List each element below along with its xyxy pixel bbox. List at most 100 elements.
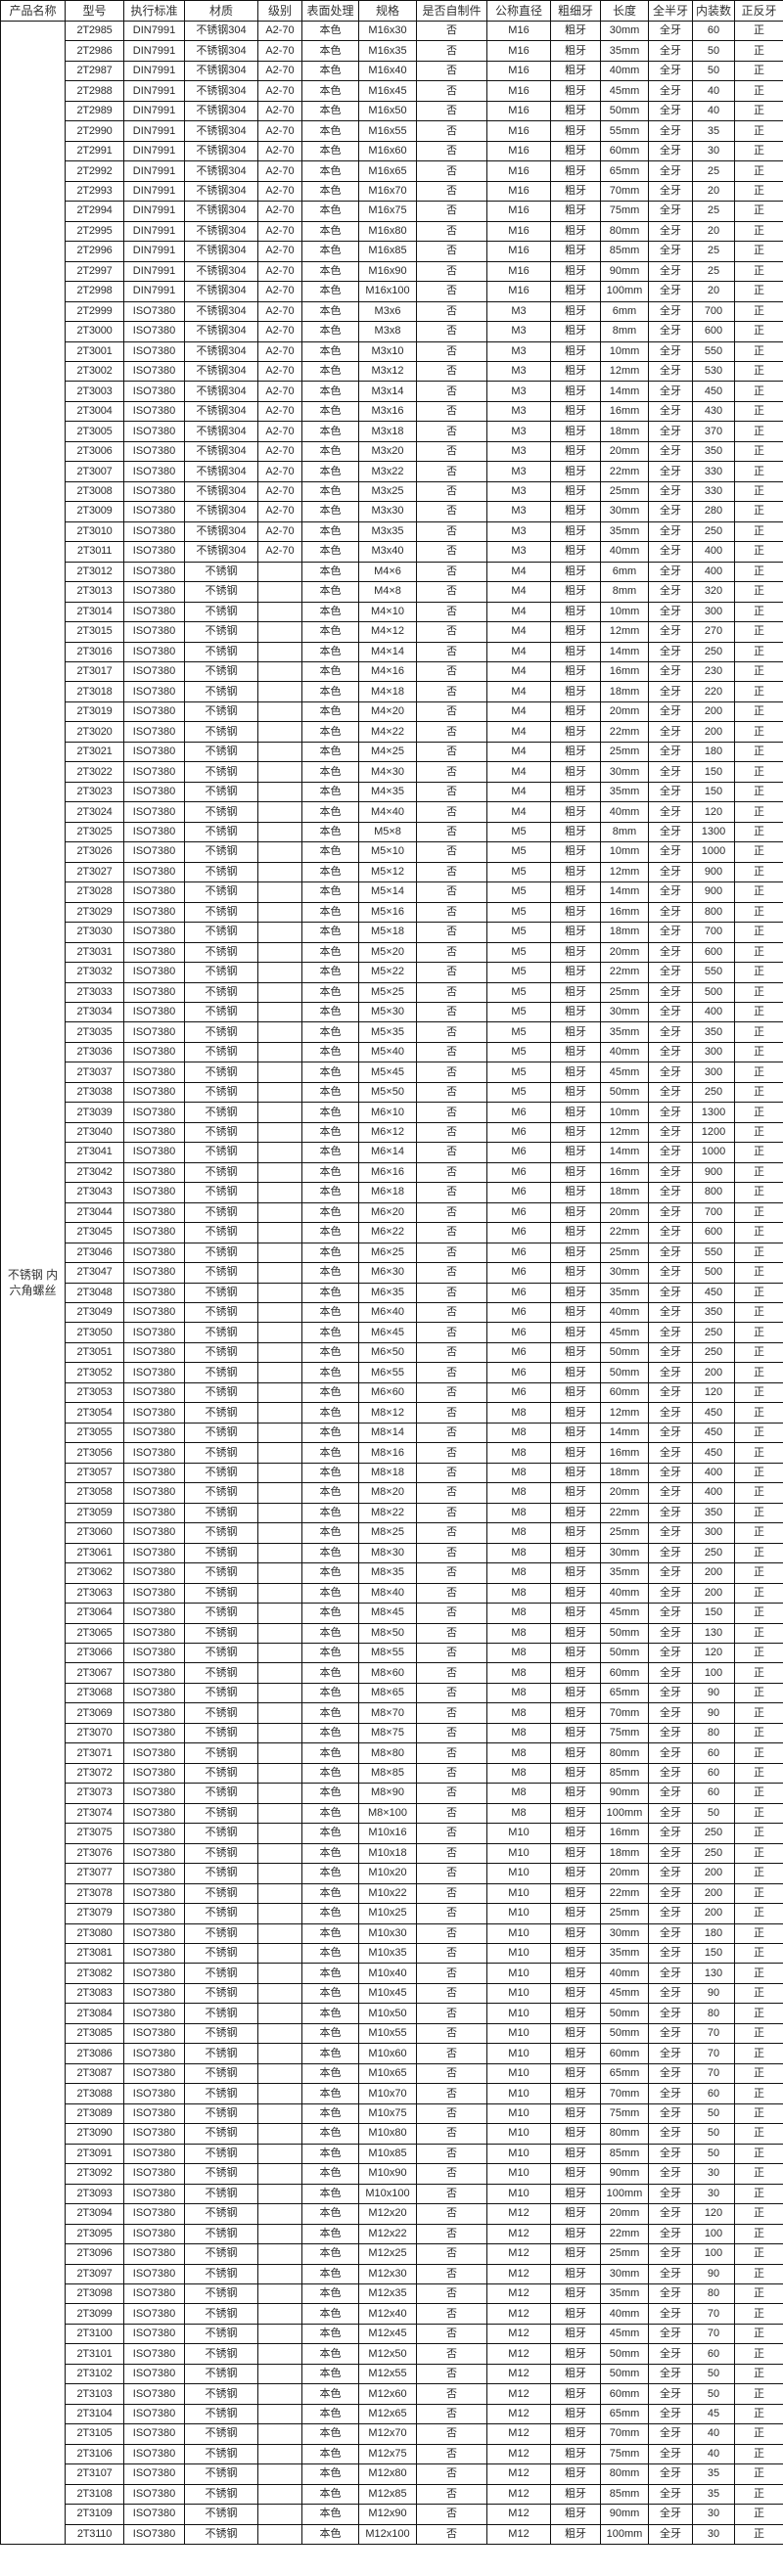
cell-thread-direction: 正 <box>734 60 783 82</box>
cell-nominal-diameter: M10 <box>486 2022 551 2045</box>
cell-self-made: 否 <box>416 1722 487 1744</box>
cell-length: 75mm <box>600 1722 649 1744</box>
cell-surface: 本色 <box>301 1041 359 1063</box>
cell-pack-quantity: 25 <box>692 241 735 262</box>
cell-pack-quantity: 400 <box>692 1482 735 1504</box>
cell-model: 2T2996 <box>65 241 124 262</box>
cell-standard: ISO7380 <box>123 2223 185 2245</box>
cell-pack-quantity: 500 <box>692 981 735 1003</box>
table-header-row: 产品名称 型号 执行标准 材质 级别 表面处理 规格 是否自制件 公称直径 粗细… <box>0 0 783 22</box>
cell-surface: 本色 <box>301 20 359 42</box>
table-row: 2T3109 ISO7380 不锈钢 本色 M12x90 否 M12 粗牙 90mm 全牙 30 正 <box>1 2504 783 2525</box>
cell-self-made: 否 <box>416 321 487 342</box>
cell-thread-coverage: 全牙 <box>648 781 693 803</box>
cell-model: 2T3004 <box>65 400 124 423</box>
cell-spec: M16x35 <box>358 40 417 62</box>
cell-spec: M3x25 <box>358 480 417 503</box>
cell-pack-quantity: 25 <box>692 201 735 222</box>
cell-self-made: 否 <box>416 1622 487 1644</box>
cell-spec: M16x55 <box>358 120 417 142</box>
cell-thread-coverage: 全牙 <box>648 2083 693 2104</box>
cell-grade <box>257 581 302 603</box>
cell-surface: 本色 <box>301 1121 359 1144</box>
cell-grade: A2-70 <box>257 421 302 442</box>
cell-self-made: 否 <box>416 1161 487 1184</box>
cell-thread-direction: 正 <box>734 922 783 943</box>
cell-spec: M16x65 <box>358 160 417 182</box>
cell-thread-pitch: 粗牙 <box>550 981 601 1003</box>
cell-material: 不锈钢304 <box>184 541 258 563</box>
cell-model: 2T3085 <box>65 2022 124 2045</box>
cell-model: 2T3008 <box>65 480 124 503</box>
cell-pack-quantity: 400 <box>692 1462 735 1484</box>
cell-standard: ISO7380 <box>123 1121 185 1144</box>
cell-length: 16mm <box>600 400 649 423</box>
cell-grade <box>257 1142 302 1163</box>
cell-thread-pitch: 粗牙 <box>550 2383 601 2405</box>
cell-self-made: 否 <box>416 1903 487 1924</box>
cell-material: 不锈钢 <box>184 1582 258 1604</box>
cell-self-made: 否 <box>416 1021 487 1043</box>
cell-length: 90mm <box>600 2504 649 2525</box>
cell-thread-direction: 正 <box>734 981 783 1003</box>
cell-pack-quantity: 20 <box>692 220 735 243</box>
cell-standard: ISO7380 <box>123 861 185 883</box>
cell-pack-quantity: 180 <box>692 741 735 763</box>
table-row: 2T3024 ISO7380 不锈钢 本色 M4×40 否 M4 粗牙 40mm 全牙 120 正 <box>1 801 783 823</box>
cell-surface: 本色 <box>301 1622 359 1644</box>
cell-thread-pitch: 粗牙 <box>550 1062 601 1083</box>
cell-thread-direction: 正 <box>734 1882 783 1905</box>
cell-spec: M5×40 <box>358 1041 417 1063</box>
cell-thread-coverage: 全牙 <box>648 300 693 323</box>
cell-model: 2T2987 <box>65 60 124 82</box>
cell-thread-pitch: 粗牙 <box>550 1762 601 1785</box>
cell-thread-direction: 正 <box>734 1462 783 1484</box>
cell-model: 2T3106 <box>65 2443 124 2465</box>
cell-spec: M5×20 <box>358 941 417 964</box>
cell-grade <box>257 1603 302 1624</box>
cell-thread-pitch: 粗牙 <box>550 520 601 543</box>
cell-pack-quantity: 1000 <box>692 1142 735 1163</box>
cell-thread-pitch: 粗牙 <box>550 1502 601 1524</box>
cell-standard: DIN7991 <box>123 140 185 162</box>
cell-thread-direction: 正 <box>734 201 783 222</box>
cell-thread-pitch: 粗牙 <box>550 180 601 203</box>
cell-self-made: 否 <box>416 1462 487 1484</box>
cell-nominal-diameter: M16 <box>486 80 551 102</box>
cell-self-made: 否 <box>416 2143 487 2165</box>
cell-thread-pitch: 粗牙 <box>550 400 601 423</box>
cell-length: 70mm <box>600 180 649 203</box>
cell-grade <box>257 2282 302 2305</box>
table-row: 2T3094 ISO7380 不锈钢 本色 M12x20 否 M12 粗牙 20mm 全牙 120 正 <box>1 2203 783 2225</box>
cell-standard: ISO7380 <box>123 1201 185 1224</box>
cell-spec: M16x50 <box>358 100 417 122</box>
cell-spec: M3x22 <box>358 461 417 482</box>
cell-model: 2T3045 <box>65 1222 124 1243</box>
cell-length: 6mm <box>600 561 649 583</box>
cell-length: 70mm <box>600 2423 649 2445</box>
cell-nominal-diameter: M10 <box>486 1842 551 1865</box>
cell-self-made: 否 <box>416 1662 487 1684</box>
cell-thread-pitch: 粗牙 <box>550 501 601 522</box>
cell-thread-coverage: 全牙 <box>648 461 693 482</box>
cell-thread-direction: 正 <box>734 421 783 442</box>
cell-thread-pitch: 粗牙 <box>550 201 601 222</box>
table-row: 2T3020 ISO7380 不锈钢 本色 M4×22 否 M4 粗牙 22mm 全牙 200 正 <box>1 721 783 743</box>
cell-pack-quantity: 450 <box>692 381 735 402</box>
cell-length: 10mm <box>600 1102 649 1123</box>
cell-length: 40mm <box>600 1582 649 1604</box>
cell-standard: ISO7380 <box>123 581 185 603</box>
cell-nominal-diameter: M16 <box>486 281 551 302</box>
cell-standard: ISO7380 <box>123 1963 185 1984</box>
cell-grade <box>257 2083 302 2104</box>
cell-surface: 本色 <box>301 561 359 583</box>
cell-self-made: 否 <box>416 821 487 843</box>
cell-material: 不锈钢 <box>184 1963 258 1984</box>
cell-surface: 本色 <box>301 741 359 763</box>
cell-model: 2T2994 <box>65 201 124 222</box>
cell-thread-direction: 正 <box>734 1963 783 1984</box>
cell-thread-direction: 正 <box>734 1542 783 1564</box>
cell-thread-direction: 正 <box>734 1062 783 1083</box>
cell-model: 2T3044 <box>65 1201 124 1224</box>
cell-spec: M8×80 <box>358 1742 417 1764</box>
